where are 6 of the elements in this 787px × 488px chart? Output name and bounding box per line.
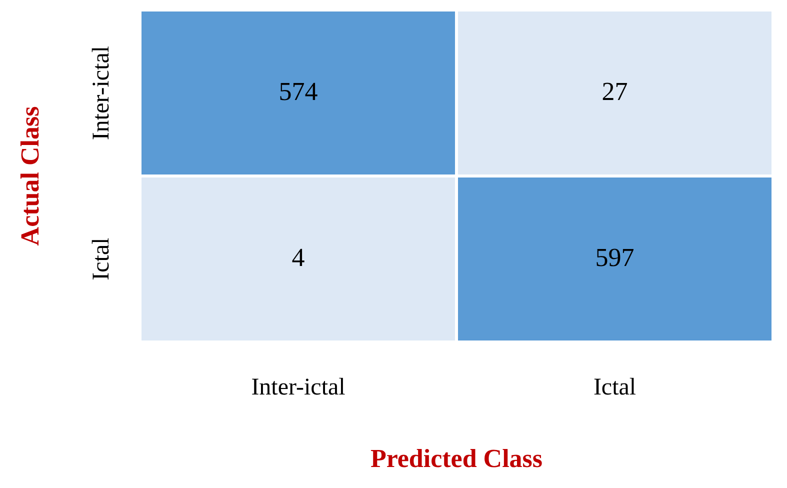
data-label: 574 <box>278 76 318 106</box>
y-axis-title: Actual Class <box>16 106 45 246</box>
data-label: 597 <box>595 242 634 272</box>
data-label: 27 <box>602 76 628 106</box>
data-label: 4 <box>292 242 305 272</box>
x-axis-title: Predicted Class <box>370 444 543 474</box>
